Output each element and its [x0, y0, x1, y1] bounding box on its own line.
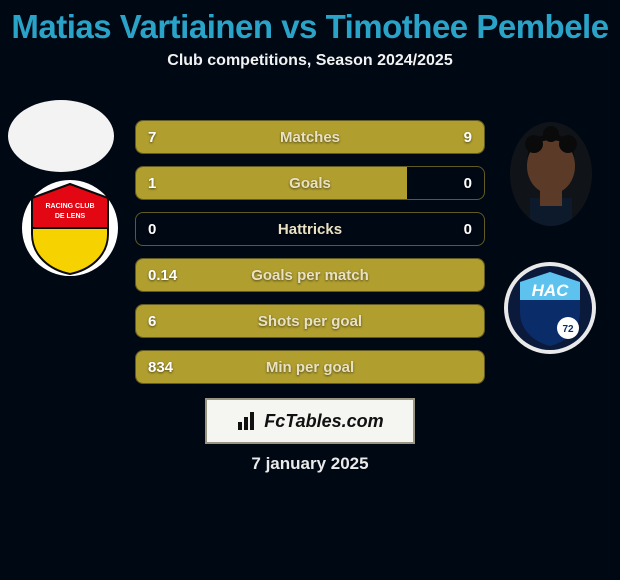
brand-suffix: Tables.com	[285, 411, 383, 431]
svg-text:72: 72	[562, 324, 574, 335]
stat-label: Matches	[136, 121, 484, 154]
stat-value-left: 7	[148, 121, 156, 154]
brand-prefix: Fc	[264, 411, 285, 431]
stat-value-right: 0	[464, 213, 472, 246]
stat-value-left: 0	[148, 213, 156, 246]
stat-value-right: 9	[464, 121, 472, 154]
stat-row: Hattricks0 0	[135, 212, 485, 246]
player-right-avatar	[510, 122, 592, 226]
club-crest-left: RACING CLUB DE LENS	[20, 178, 120, 278]
svg-text:DE LENS: DE LENS	[55, 213, 86, 220]
brand-bars-icon	[236, 410, 258, 432]
page-title: Matias Vartiainen vs Timothee Pembele	[0, 0, 620, 46]
stat-row: Matches7 9	[135, 120, 485, 154]
stat-label: Shots per goal	[136, 305, 484, 338]
footer-date: 7 january 2025	[0, 454, 620, 474]
stat-row: Shots per goal6	[135, 304, 485, 338]
svg-text:HAC: HAC	[532, 281, 570, 300]
stat-value-left: 6	[148, 305, 156, 338]
page-subtitle: Club competitions, Season 2024/2025	[0, 52, 620, 70]
stat-value-left: 0.14	[148, 259, 177, 292]
stat-label: Goals per match	[136, 259, 484, 292]
stat-label: Hattricks	[136, 213, 484, 246]
stat-value-left: 1	[148, 167, 156, 200]
stat-label: Goals	[136, 167, 484, 200]
stat-value-right: 0	[464, 167, 472, 200]
stat-row: Goals1 0	[135, 166, 485, 200]
club-crest-right: HAC 72	[500, 258, 600, 358]
svg-text:RACING CLUB: RACING CLUB	[46, 203, 95, 210]
footer-brand-badge: FcTables.com	[205, 398, 415, 444]
stats-chart: Matches79Goals10Hattricks00Goals per mat…	[135, 120, 485, 396]
player-left-avatar	[8, 100, 114, 172]
stat-label: Min per goal	[136, 351, 484, 384]
stat-value-left: 834	[148, 351, 173, 384]
stat-row: Goals per match0.14	[135, 258, 485, 292]
stat-row: Min per goal834	[135, 350, 485, 384]
